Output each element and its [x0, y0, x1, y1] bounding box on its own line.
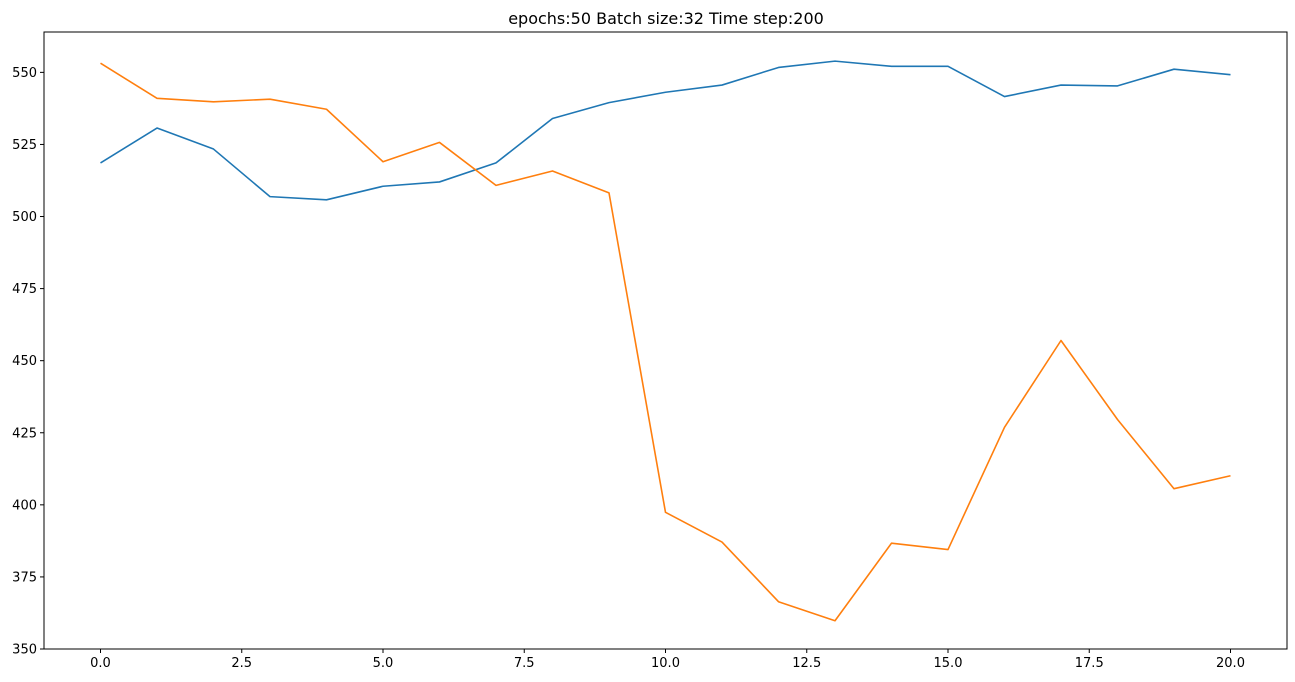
x-tick-label: 12.5	[792, 656, 821, 671]
x-tick-label: 15.0	[934, 656, 963, 671]
plot-area	[100, 60, 1231, 622]
y-tick-label: 500	[12, 210, 37, 225]
y-tick-label: 550	[12, 66, 37, 81]
y-tick-label: 375	[12, 570, 37, 585]
y-tick-label: 350	[12, 643, 37, 658]
x-tick-label: 2.5	[231, 656, 252, 671]
y-tick-label: 450	[12, 354, 37, 369]
x-tick-label: 5.0	[373, 656, 394, 671]
y-tick-label: 400	[12, 498, 37, 513]
x-tick-label: 10.0	[651, 656, 680, 671]
x-tick-label: 20.0	[1216, 656, 1245, 671]
series-line-1	[100, 60, 1231, 201]
x-tick-label: 0.0	[90, 656, 111, 671]
y-tick-label: 475	[12, 282, 37, 297]
x-axis: 0.0 2.5 5.0 7.5 10.0 12.5 15.0 17.5 20.0	[90, 649, 1245, 671]
y-axis: 350 375 400 425 450 475 500 525 550	[12, 66, 44, 658]
axes-frame	[43, 31, 1288, 650]
y-tick-label: 525	[12, 138, 37, 153]
series-line-2	[100, 62, 1231, 622]
x-tick-label: 7.5	[514, 656, 535, 671]
y-tick-label: 425	[12, 426, 37, 441]
x-tick-label: 17.5	[1075, 656, 1104, 671]
chart-title: epochs:50 Batch size:32 Time step:200	[508, 9, 824, 28]
